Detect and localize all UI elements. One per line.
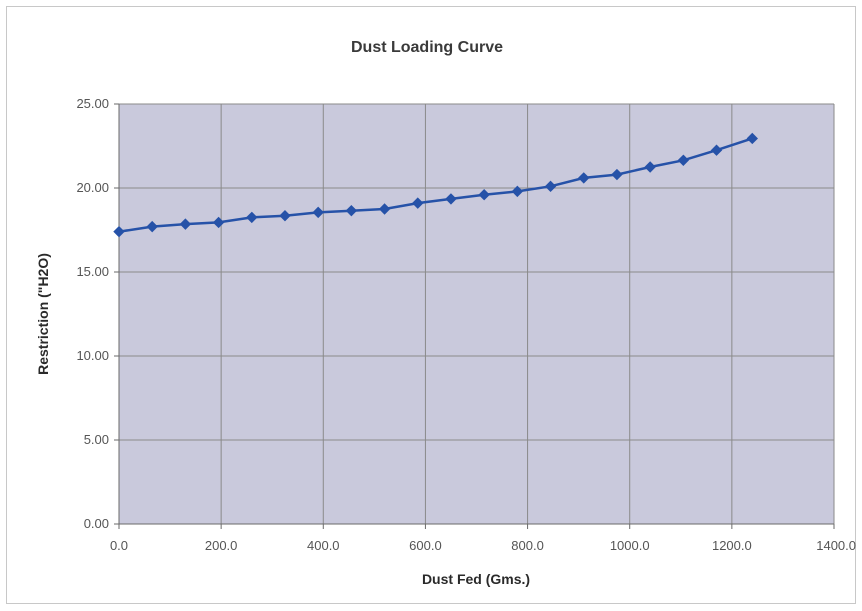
- data-point-marker: [179, 218, 192, 230]
- data-point-marker: [345, 204, 358, 217]
- y-tick-label: 10.00: [76, 348, 109, 363]
- data-point-marker: [212, 216, 225, 229]
- data-point-marker: [445, 193, 457, 205]
- gridlines: [119, 103, 835, 524]
- x-tick-label: 800.0: [511, 538, 544, 553]
- x-tick-label: 600.0: [409, 538, 442, 553]
- y-axis-title: Restriction ("H2O): [35, 253, 51, 375]
- x-tick-label: 1400.0: [816, 538, 856, 553]
- data-point-marker: [578, 172, 590, 184]
- data-point-marker: [279, 210, 291, 222]
- data-point-marker: [544, 180, 557, 193]
- data-point-marker: [710, 144, 723, 156]
- data-point-marker: [246, 211, 258, 224]
- series-line: [118, 137, 753, 233]
- data-point-marker: [746, 132, 758, 145]
- x-tick-label: 0.0: [110, 538, 128, 553]
- x-axis-title: Dust Fed (Gms.): [422, 571, 530, 587]
- y-tick-labels: 0.00 5.00 10.00 15.00 20.00 25.00: [76, 96, 119, 531]
- data-point-marker: [312, 206, 324, 219]
- y-tick-label: 0.00: [84, 516, 109, 531]
- y-tick-label: 15.00: [76, 264, 109, 279]
- x-tick-label: 1000.0: [610, 538, 650, 553]
- data-point-marker: [677, 154, 690, 166]
- y-tick-label: 5.00: [84, 432, 109, 447]
- data-point-marker: [113, 225, 125, 238]
- y-tick-label: 25.00: [76, 96, 109, 111]
- y-tick-label: 20.00: [76, 180, 109, 195]
- data-point-marker: [412, 197, 424, 209]
- series-layer: [113, 132, 758, 238]
- x-tick-label: 200.0: [205, 538, 238, 553]
- x-tick-labels: 0.0 200.0 400.0 600.0 800.0 1000.0 1200.0 1400.…: [110, 524, 856, 553]
- data-point-marker: [611, 168, 623, 181]
- data-point-marker: [644, 161, 656, 173]
- data-point-marker: [146, 220, 158, 233]
- data-point-marker: [478, 189, 490, 201]
- data-point-marker: [378, 203, 391, 215]
- chart-title: Dust Loading Curve: [351, 39, 503, 56]
- x-tick-label: 400.0: [307, 538, 340, 553]
- x-tick-label: 1200.0: [712, 538, 752, 553]
- plot-area: [119, 104, 834, 524]
- data-point-marker: [511, 185, 524, 198]
